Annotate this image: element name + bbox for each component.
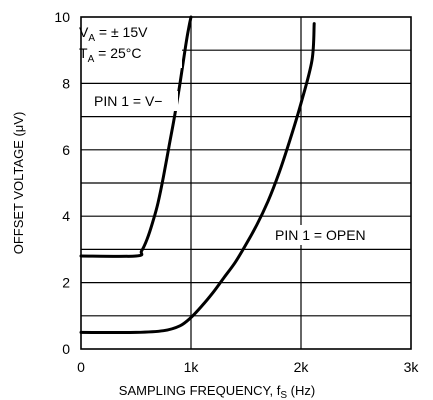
y-axis-label: OFFSET VOLTAGE (μV) (11, 112, 26, 255)
y-tick-label-4: 8 (62, 75, 70, 91)
label-pin1-open-background (271, 225, 389, 245)
x-tick-label-1: 1k (184, 359, 200, 375)
y-tick-label-3: 6 (62, 142, 70, 158)
x-axis-label: SAMPLING FREQUENCY, fS (Hz) (119, 383, 315, 400)
y-tick-label-1: 2 (62, 275, 70, 291)
tick-labels: 0 1k 2k 3k 0 2 4 6 8 10 (54, 9, 419, 375)
label-pin1-open: PIN 1 = OPEN (275, 227, 366, 243)
series-line-0 (79, 15, 193, 258)
x-tick-label-2: 2k (294, 359, 310, 375)
y-tick-label-2: 4 (62, 208, 70, 224)
x-tick-label-0: 0 (77, 359, 85, 375)
y-tick-label-0: 0 (62, 341, 70, 357)
conditions-background (74, 18, 182, 68)
label-pin1-v-minus: PIN 1 = V− (94, 93, 162, 109)
series-line-1 (79, 22, 316, 335)
conditions-annotation: VA = ± 15V TA = 25°C (74, 18, 182, 68)
condition-supply-voltage: VA = ± 15V (79, 24, 148, 44)
y-tick-label-5: 10 (54, 9, 70, 25)
label-pin1-v-background (90, 91, 178, 111)
x-tick-label-3: 3k (404, 359, 420, 375)
curve-layer (79, 15, 316, 335)
condition-temperature: TA = 25°C (79, 45, 141, 65)
plot-frame (80, 16, 412, 350)
